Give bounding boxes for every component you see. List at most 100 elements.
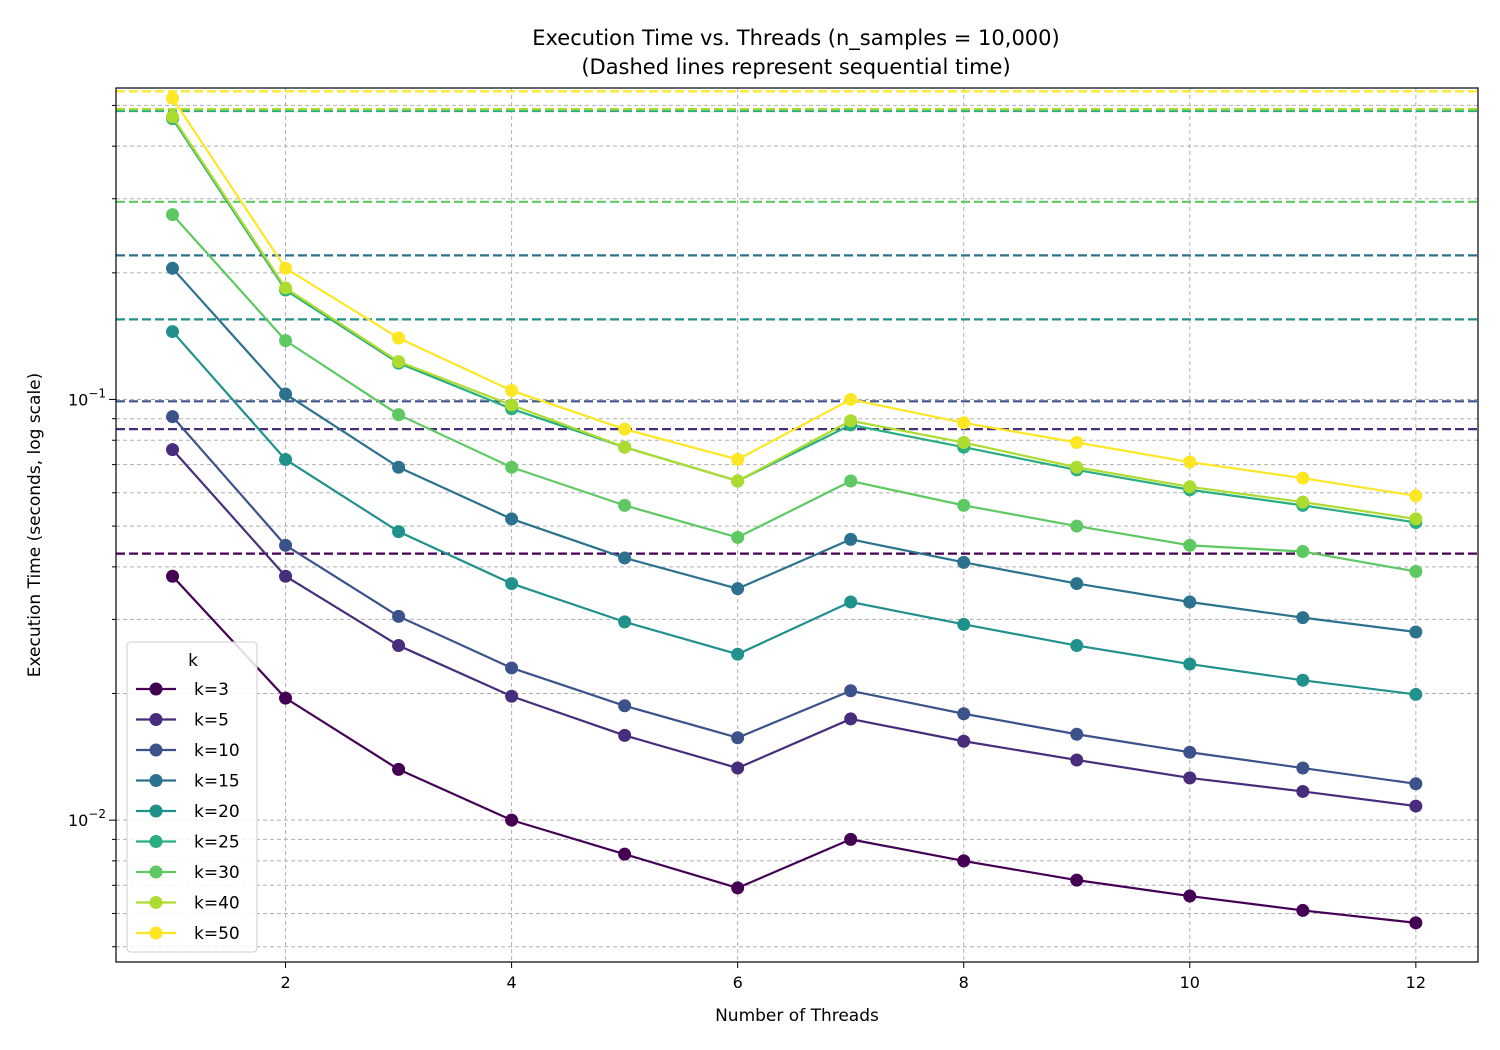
data-point (731, 530, 745, 544)
series-k=5 (166, 443, 1423, 813)
legend-entry: k=40 (136, 894, 240, 914)
data-point (1183, 745, 1197, 759)
data-point (618, 615, 632, 629)
data-point (618, 551, 632, 565)
data-point (618, 728, 632, 742)
chart-subtitle: (Dashed lines represent sequential time) (581, 55, 1010, 79)
y-axis-label: Execution Time (seconds, log scale) (25, 373, 45, 678)
legend-entries: k=3 k=5 k=10 k=15 k=20 k=25 k=30 k=40 k=50 (136, 680, 240, 944)
data-point (505, 512, 519, 526)
legend-entry: k=20 (136, 802, 240, 822)
data-point (1296, 611, 1310, 625)
data-point (279, 261, 293, 275)
y-tick-label: 10−2 (68, 807, 106, 830)
x-tick-label: 10 (1180, 973, 1200, 992)
series-k=3 (166, 569, 1423, 930)
data-point (618, 440, 632, 454)
data-point (731, 881, 745, 895)
data-point (1409, 489, 1423, 503)
data-point (1296, 495, 1310, 509)
data-point (1409, 777, 1423, 791)
data-point (957, 436, 971, 450)
data-point (1409, 687, 1423, 701)
data-point (1296, 673, 1310, 687)
data-point (957, 734, 971, 748)
data-point (618, 699, 632, 713)
data-point (505, 813, 519, 827)
data-point (1409, 625, 1423, 639)
data-point (279, 281, 293, 295)
legend-label: k=5 (194, 711, 229, 731)
series-line (171, 213, 1417, 573)
data-point (731, 474, 745, 488)
data-point (279, 452, 293, 466)
series-line (171, 267, 1416, 634)
series-line (171, 97, 1417, 497)
data-point (844, 414, 858, 428)
data-point (392, 355, 406, 369)
legend-marker (149, 835, 163, 848)
data-point (1183, 657, 1197, 671)
legend-entry: k=50 (136, 924, 240, 944)
x-axis-label: Number of Threads (715, 1006, 879, 1026)
data-point (731, 582, 745, 596)
legend-marker (149, 743, 163, 757)
y-axis-ticks: 10−2 10−1 (68, 104, 116, 948)
data-point (1183, 889, 1197, 903)
data-point (392, 609, 406, 623)
data-point (731, 452, 745, 466)
data-point (279, 538, 293, 552)
series-line (171, 116, 1416, 521)
x-tick-label: 12 (1406, 973, 1426, 992)
data-point (1070, 519, 1084, 533)
data-point (1183, 480, 1197, 494)
data-point (731, 761, 745, 775)
data-point (166, 110, 180, 124)
data-point (1296, 761, 1310, 775)
legend-marker (149, 774, 163, 787)
data-point (505, 398, 519, 412)
series-line (171, 330, 1416, 696)
legend-title: k (188, 651, 198, 671)
data-point (392, 460, 406, 474)
legend-marker (149, 896, 163, 909)
legend-label: k=25 (194, 833, 240, 853)
series-lines (166, 91, 1423, 930)
series-k=20 (166, 325, 1423, 701)
series-line (171, 448, 1416, 808)
series-k=10 (166, 410, 1423, 791)
data-point (618, 422, 632, 436)
legend-entry: k=25 (136, 833, 240, 853)
x-tick-label: 8 (959, 973, 969, 992)
series-k=30 (166, 208, 1423, 578)
data-point (1296, 784, 1310, 798)
data-point (1070, 753, 1084, 767)
data-point (279, 387, 293, 401)
data-point (844, 684, 858, 698)
series-line (171, 575, 1416, 924)
data-point (1183, 455, 1197, 469)
legend-marker (149, 926, 163, 940)
data-point (618, 847, 632, 861)
data-point (1409, 916, 1423, 930)
x-tick-label: 6 (733, 973, 743, 992)
legend-label: k=10 (194, 741, 240, 761)
data-point (1183, 771, 1197, 785)
data-point (957, 416, 971, 430)
data-point (1296, 903, 1310, 917)
legend-label: k=3 (194, 680, 229, 700)
data-point (1070, 639, 1084, 653)
legend-label: k=20 (194, 802, 240, 822)
data-point (957, 555, 971, 569)
data-point (1183, 595, 1197, 609)
data-point (505, 689, 519, 703)
data-point (505, 661, 519, 675)
data-point (844, 532, 858, 546)
data-point (1070, 873, 1084, 887)
data-point (1183, 538, 1197, 552)
data-point (1296, 471, 1310, 485)
legend-label: k=30 (194, 863, 240, 883)
legend-marker (149, 682, 163, 696)
data-point (1070, 727, 1084, 741)
chart-title: Execution Time vs. Threads (n_samples = … (532, 26, 1059, 51)
